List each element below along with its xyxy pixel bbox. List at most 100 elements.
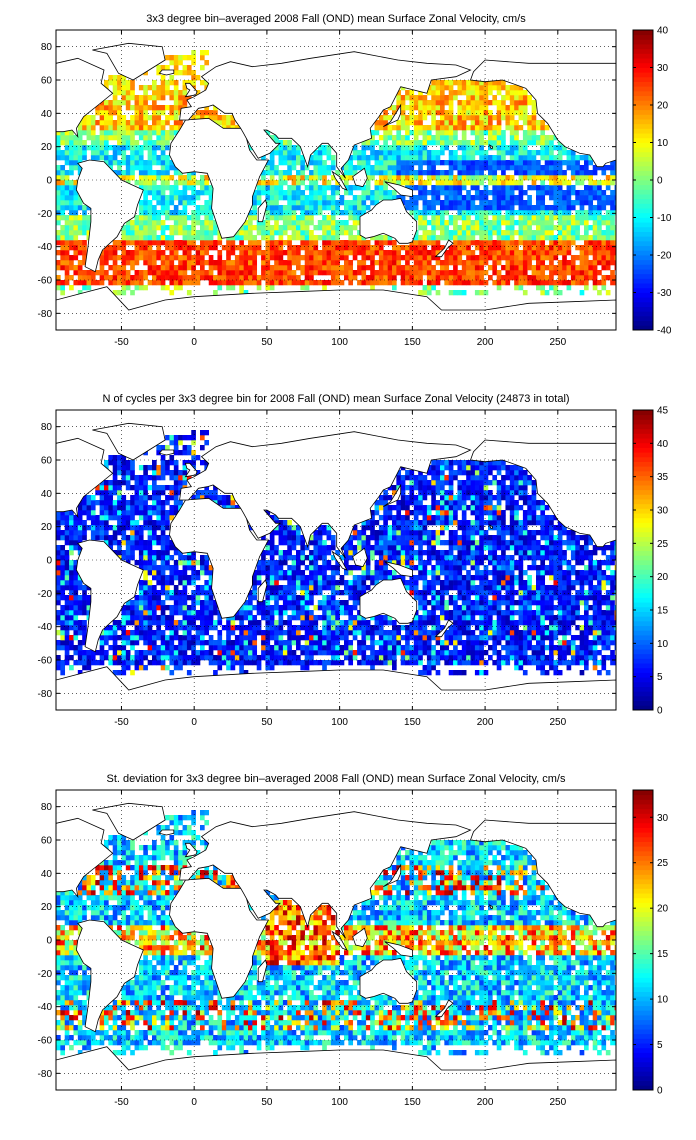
heatmap-cell	[597, 195, 602, 201]
heatmap-cell	[422, 235, 428, 241]
heatmap-cell	[326, 260, 332, 266]
heatmap-cell	[278, 245, 284, 251]
heatmap-cell	[169, 110, 175, 116]
heatmap-cell	[296, 220, 301, 226]
heatmap-cell	[200, 650, 205, 656]
heatmap-cell	[601, 660, 607, 666]
heatmap-cell	[287, 175, 292, 181]
heatmap-cell	[448, 155, 454, 161]
heatmap-cell	[291, 635, 297, 641]
heatmap-cell	[208, 620, 214, 626]
heatmap-cell	[431, 160, 436, 166]
heatmap-cell	[69, 285, 74, 291]
heatmap-cell	[304, 250, 310, 256]
heatmap-cell	[291, 605, 297, 611]
heatmap-cell	[186, 655, 192, 661]
heatmap-cell	[317, 270, 323, 276]
heatmap-cell	[108, 160, 114, 166]
heatmap-cell	[82, 115, 87, 121]
heatmap-cell	[130, 635, 135, 641]
heatmap-cell	[344, 610, 349, 616]
heatmap-cell	[444, 200, 450, 206]
heatmap-cell	[400, 160, 406, 166]
heatmap-cell	[461, 235, 467, 241]
heatmap-cell	[409, 275, 415, 281]
heatmap-cell	[466, 215, 471, 221]
heatmap-cell	[610, 220, 615, 226]
heatmap-cell	[422, 635, 428, 641]
heatmap-cell	[540, 650, 546, 656]
heatmap-cell	[160, 220, 166, 226]
heatmap-cell	[509, 255, 515, 261]
heatmap-cell	[186, 255, 192, 261]
plot-area	[56, 410, 616, 710]
heatmap-cell	[147, 215, 153, 221]
heatmap-cell	[77, 600, 83, 606]
heatmap-cell	[474, 645, 480, 651]
heatmap-cell	[77, 215, 83, 221]
heatmap-cell	[365, 140, 371, 146]
heatmap-cell	[466, 85, 471, 91]
heatmap-cell	[457, 120, 463, 126]
heatmap-cell	[601, 625, 607, 631]
heatmap-cell	[501, 135, 506, 141]
heatmap-cell	[540, 125, 546, 131]
heatmap-cell	[204, 220, 210, 226]
heatmap-cell	[169, 240, 175, 246]
heatmap-cell	[309, 200, 314, 206]
heatmap-cell	[143, 110, 148, 116]
heatmap-cell	[418, 140, 423, 146]
heatmap-cell	[152, 605, 157, 611]
heatmap-cell	[514, 165, 519, 171]
heatmap-cell	[444, 180, 450, 186]
heatmap-cell	[138, 150, 144, 156]
heatmap-cell	[208, 245, 214, 251]
heatmap-cell	[191, 280, 196, 286]
heatmap-cell	[117, 120, 122, 126]
heatmap-cell	[200, 635, 205, 641]
heatmap-cell	[143, 95, 148, 101]
heatmap-cell	[274, 145, 279, 151]
heatmap-cell	[169, 275, 175, 281]
heatmap-cell	[304, 620, 310, 626]
heatmap-cell	[422, 625, 428, 631]
heatmap-cell	[208, 280, 214, 286]
heatmap-cell	[352, 145, 358, 151]
heatmap-cell	[413, 625, 419, 631]
heatmap-cell	[409, 250, 415, 256]
heatmap-cell	[592, 660, 598, 666]
heatmap-cell	[344, 180, 349, 186]
heatmap-cell	[230, 630, 236, 636]
heatmap-cell	[274, 660, 279, 666]
heatmap-cell	[435, 125, 441, 131]
heatmap-cell	[461, 220, 467, 226]
colorbar-segment	[633, 58, 653, 64]
heatmap-cell	[522, 150, 528, 156]
heatmap-cell	[204, 115, 210, 121]
heatmap-cell	[365, 195, 371, 201]
heatmap-cell	[200, 185, 205, 191]
heatmap-cell	[56, 215, 61, 221]
heatmap-cell	[69, 245, 74, 251]
heatmap-cell	[536, 275, 541, 281]
heatmap-cell	[461, 650, 467, 656]
heatmap-cell	[496, 130, 502, 136]
heatmap-cell	[470, 110, 476, 116]
heatmap-cell	[527, 600, 532, 606]
heatmap-cell	[483, 615, 489, 621]
heatmap-cell	[492, 250, 498, 256]
heatmap-cell	[492, 210, 498, 216]
heatmap-cell	[243, 275, 249, 281]
heatmap-cell	[335, 615, 340, 621]
heatmap-cell	[169, 620, 175, 626]
heatmap-cell	[518, 640, 524, 646]
heatmap-cell	[396, 125, 402, 131]
heatmap-cell	[121, 655, 127, 661]
heatmap-cell	[418, 160, 423, 166]
heatmap-cell	[514, 660, 519, 666]
heatmap-cell	[95, 150, 100, 156]
colorbar-segment	[633, 217, 653, 223]
heatmap-cell	[409, 130, 415, 136]
heatmap-cell	[553, 145, 559, 151]
heatmap-cell	[213, 260, 218, 266]
